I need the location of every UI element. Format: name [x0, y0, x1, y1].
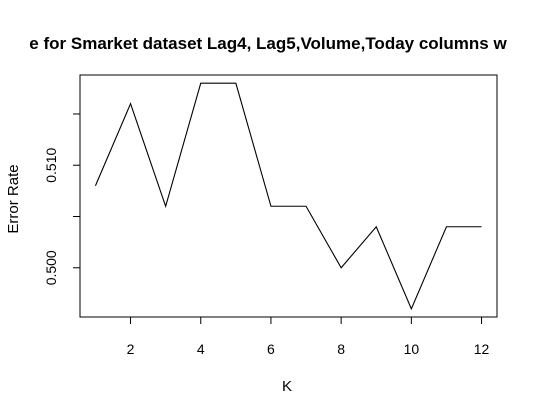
x-axis: 2 4 6 8 10 12 [127, 316, 490, 357]
x-tick-label: 8 [337, 341, 345, 357]
x-axis-title: K [282, 378, 292, 395]
x-tick-label: 10 [404, 341, 420, 357]
plot-frame [79, 74, 498, 318]
data-points [95, 83, 481, 309]
x-tick-label: 4 [197, 341, 205, 357]
x-tick-label: 2 [127, 341, 135, 357]
x-tick-label: 6 [267, 341, 275, 357]
chart-title: e for Smarket dataset Lag4, Lag5,Volume,… [29, 34, 507, 53]
x-tick-label: 12 [474, 341, 490, 357]
y-tick-label: 0.510 [43, 148, 59, 183]
y-tick-label: 0.500 [43, 250, 59, 285]
error-rate-line [94, 82, 482, 311]
y-axis: 0.500 0.510 [43, 113, 81, 285]
y-axis-title: Error Rate [5, 164, 22, 233]
